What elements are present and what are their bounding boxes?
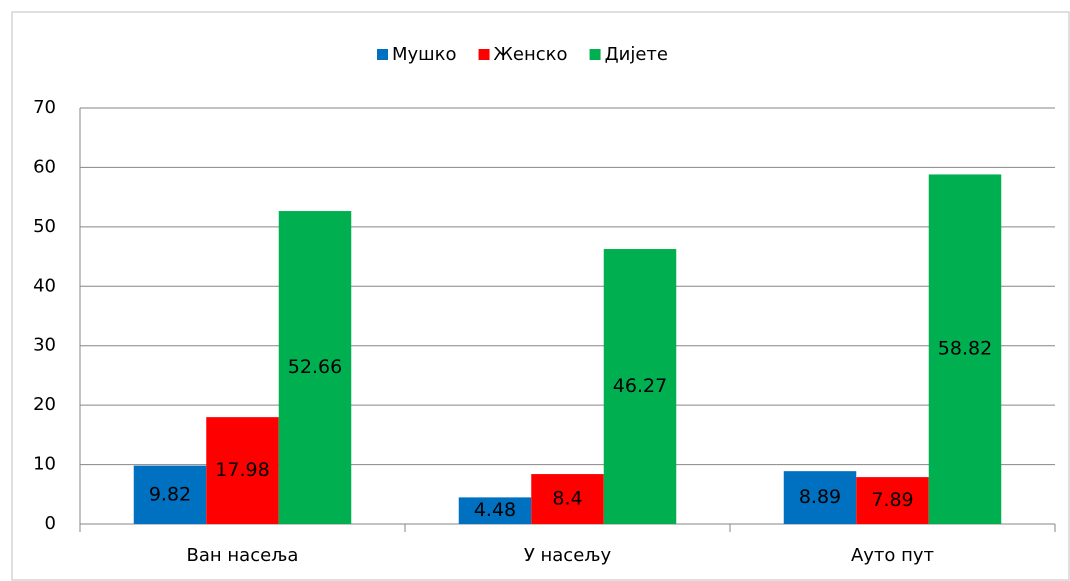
value-label: 17.98 (215, 459, 269, 481)
bar (928, 174, 1002, 524)
y-tick-label: 30 (33, 335, 56, 356)
bar (603, 249, 677, 525)
bar (206, 417, 279, 524)
bar (133, 465, 207, 524)
value-label: 7.89 (871, 489, 913, 511)
legend-label: Женско (494, 44, 568, 65)
bar (531, 474, 604, 524)
value-label: 8.89 (799, 486, 841, 508)
legend-swatch (478, 49, 490, 60)
bar (278, 211, 352, 525)
x-tick-label: Ван насеља (187, 545, 299, 566)
legend-swatch (589, 49, 601, 60)
y-tick-label: 50 (33, 216, 56, 237)
y-tick-label: 40 (33, 275, 56, 296)
value-label: 46.27 (613, 375, 667, 397)
y-tick-label: 70 (33, 97, 56, 118)
value-label: 8.4 (552, 488, 582, 510)
bar (783, 471, 857, 524)
value-label: 4.48 (474, 499, 516, 521)
legend-label: Мушко (392, 44, 457, 65)
bar (458, 497, 532, 524)
value-label: 9.82 (149, 483, 191, 505)
y-tick-label: 20 (33, 394, 56, 415)
x-tick-label: У насељу (524, 545, 612, 566)
legend-swatch (377, 49, 388, 60)
y-tick-label: 60 (33, 156, 56, 177)
y-tick-label: 0 (45, 513, 56, 534)
legend-label: Дијете (605, 44, 668, 65)
y-tick-label: 10 (33, 454, 56, 475)
value-label: 58.82 (938, 338, 992, 360)
value-label: 52.66 (288, 356, 342, 378)
bar (856, 477, 929, 524)
x-tick-label: Ауто пут (851, 545, 934, 566)
